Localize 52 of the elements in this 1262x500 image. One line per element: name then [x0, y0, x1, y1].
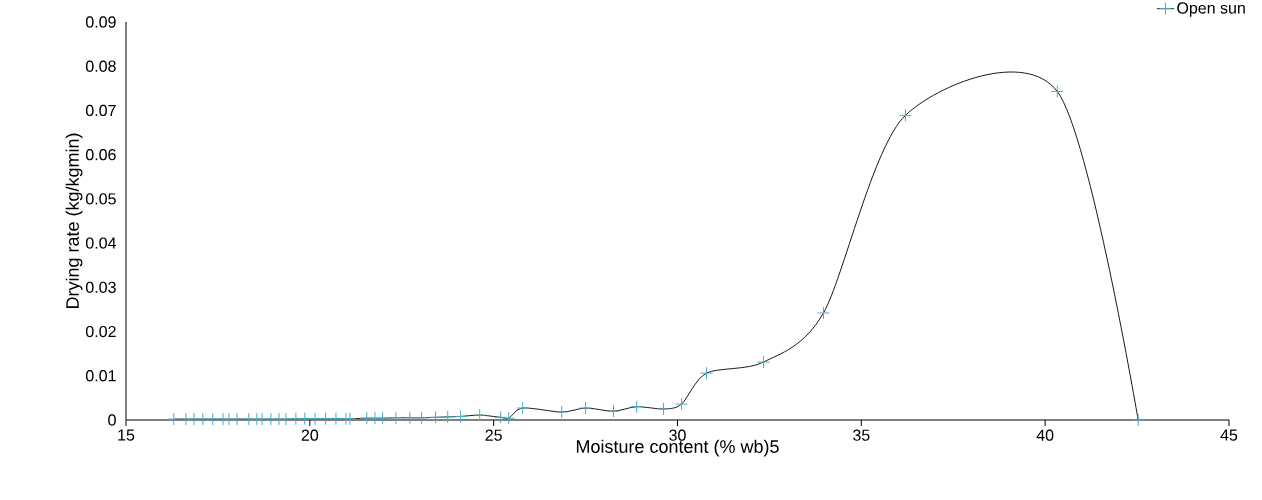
point [298, 412, 312, 426]
y-tick-label: 0.03 [85, 281, 116, 293]
point [454, 409, 468, 423]
point [230, 412, 244, 426]
point [516, 401, 530, 415]
x-tick-label: 15 [118, 429, 135, 441]
point [607, 404, 621, 418]
y-tick-label: 0.06 [85, 149, 116, 161]
y-axis-title: Drying rate (kg/kgmin) [65, 133, 83, 309]
point [389, 411, 403, 425]
y-tick-label: 0.02 [85, 325, 116, 338]
x-tick-label: 25 [485, 429, 502, 441]
y-tick-label: 0.09 [85, 16, 116, 28]
y-tick-label: 0.04 [85, 237, 116, 249]
point [167, 412, 181, 426]
point [376, 411, 390, 425]
point [279, 412, 293, 426]
point [898, 108, 912, 122]
y-tick-label: 0.05 [85, 193, 116, 205]
point [816, 306, 830, 320]
x-tick-label: 40 [1036, 429, 1054, 441]
point [700, 366, 714, 380]
point [441, 410, 455, 424]
point [579, 401, 593, 415]
point [403, 411, 417, 425]
point [319, 412, 333, 426]
point [1050, 84, 1064, 98]
y-tick-label: 0.07 [85, 104, 116, 117]
y-tick-label: 0.08 [85, 60, 116, 72]
point [675, 397, 689, 411]
legend-label: Open sun [1177, 2, 1245, 17]
point [757, 355, 771, 369]
y-tick-label: 0.01 [85, 370, 116, 382]
point [555, 405, 569, 419]
point [308, 412, 322, 426]
point [196, 412, 210, 426]
point [329, 412, 343, 426]
point [630, 400, 644, 414]
point [429, 410, 443, 424]
x-tick-label: 30 [669, 429, 686, 441]
x-tick-label: 20 [301, 429, 319, 441]
point [473, 408, 487, 422]
x-tick-label: 35 [853, 429, 870, 441]
y-tick-label: 0 [108, 414, 116, 426]
point [415, 411, 429, 425]
point [502, 411, 516, 425]
point [494, 410, 508, 424]
point [657, 402, 671, 416]
point [343, 412, 357, 426]
point [1131, 413, 1145, 427]
x-tick-label: 45 [1220, 429, 1238, 441]
point [206, 412, 220, 426]
